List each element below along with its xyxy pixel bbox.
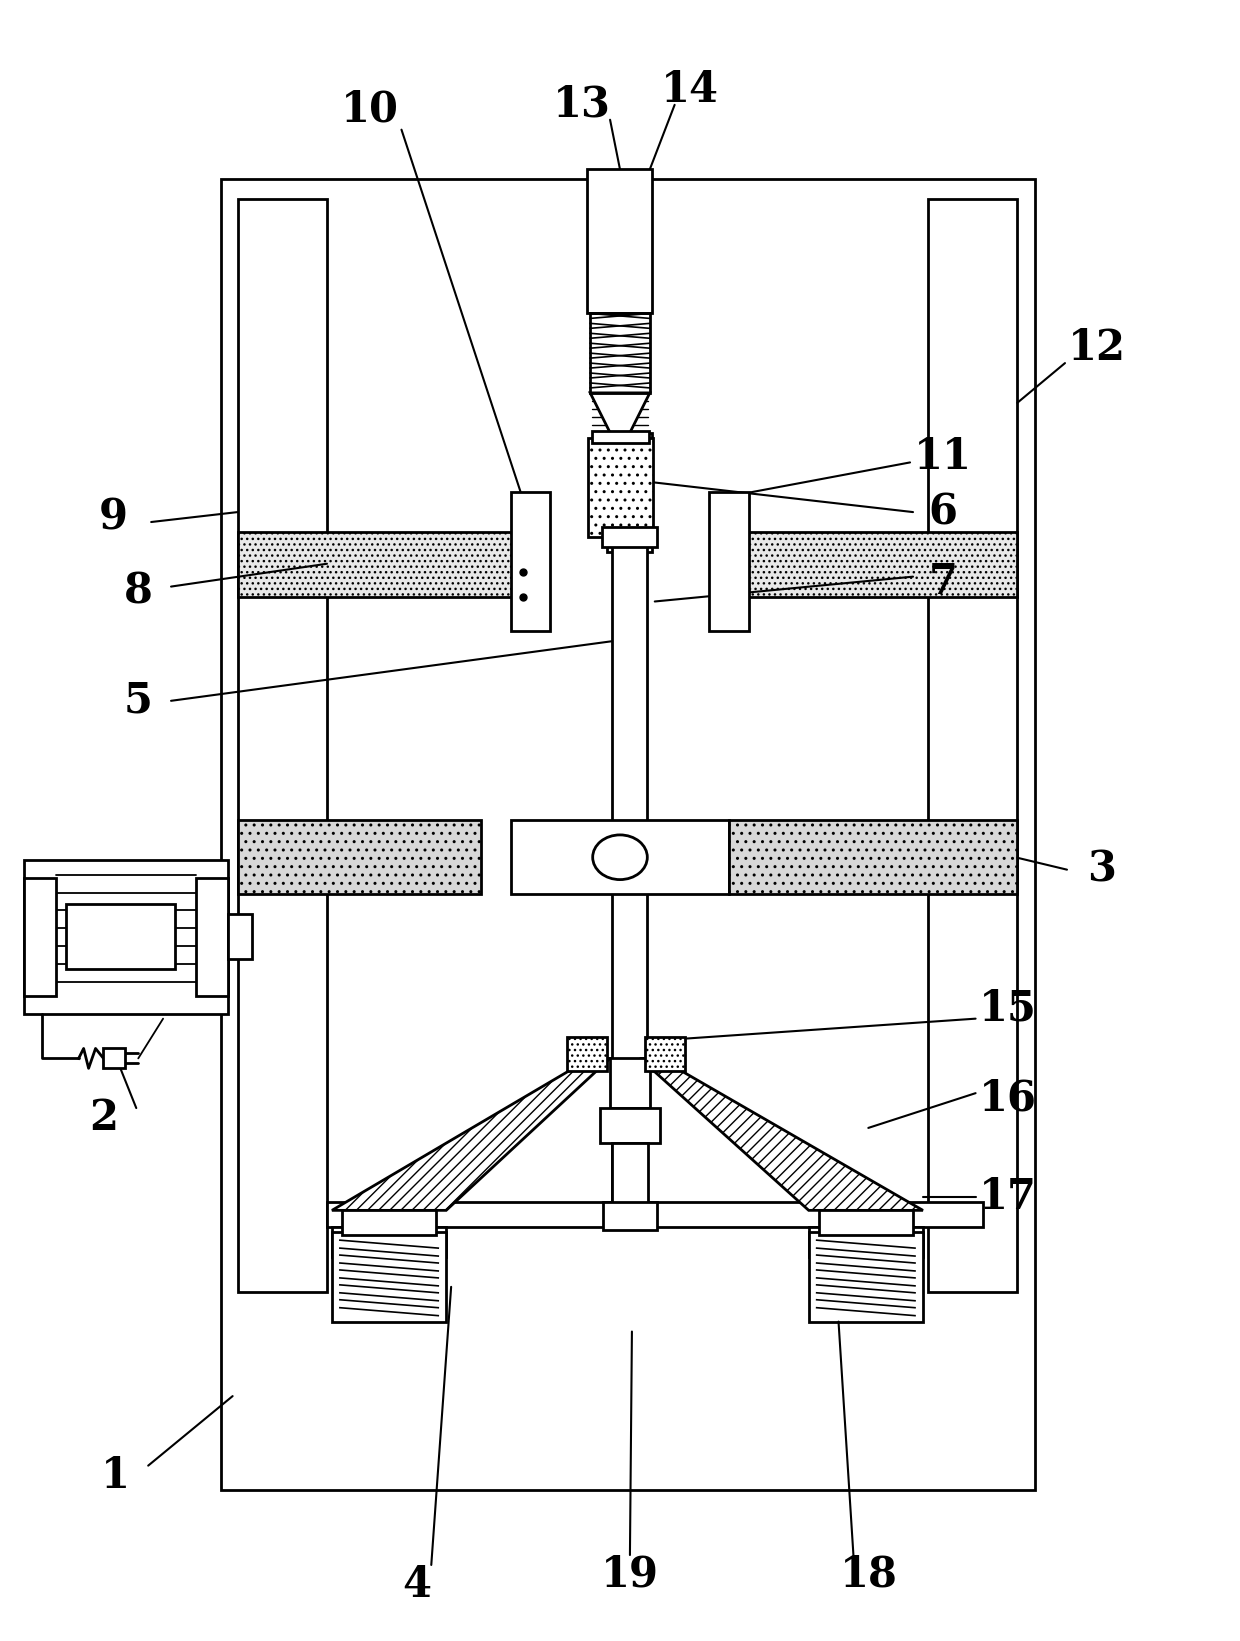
Text: 10: 10	[341, 89, 399, 131]
Text: 17: 17	[978, 1177, 1037, 1219]
Bar	[739, 532, 1017, 597]
Bar	[24, 878, 56, 996]
Bar	[511, 492, 551, 632]
Polygon shape	[332, 1058, 610, 1211]
Bar	[66, 904, 175, 968]
Text: 14: 14	[661, 69, 718, 112]
Bar	[603, 527, 657, 546]
Bar	[600, 1108, 660, 1142]
Ellipse shape	[593, 835, 647, 880]
Bar	[590, 313, 650, 392]
Bar	[808, 1227, 923, 1257]
Bar	[332, 1227, 446, 1257]
Bar	[568, 1037, 608, 1072]
Text: 16: 16	[978, 1076, 1037, 1119]
Bar	[103, 1049, 125, 1068]
Bar	[645, 1037, 684, 1072]
Bar	[332, 1232, 446, 1321]
Bar	[808, 1232, 923, 1321]
Text: 3: 3	[1087, 848, 1116, 891]
Bar	[608, 433, 652, 551]
Bar	[613, 537, 647, 1213]
Text: 2: 2	[89, 1096, 118, 1139]
Bar	[613, 1142, 647, 1208]
Text: 15: 15	[978, 988, 1037, 1029]
Text: 4: 4	[402, 1564, 430, 1607]
Bar	[603, 1203, 657, 1231]
Bar	[729, 820, 1017, 894]
Polygon shape	[640, 1058, 923, 1211]
Text: 8: 8	[124, 571, 153, 612]
Bar	[818, 1211, 913, 1236]
Text: 12: 12	[1068, 327, 1126, 369]
Bar	[511, 820, 729, 894]
Bar	[24, 860, 228, 1014]
Bar	[238, 820, 481, 894]
Bar	[238, 532, 526, 597]
Text: 19: 19	[601, 1554, 658, 1597]
Bar	[588, 438, 652, 537]
Text: 1: 1	[100, 1454, 130, 1497]
Bar	[238, 199, 327, 1291]
Text: 7: 7	[929, 561, 957, 602]
Bar	[709, 492, 749, 632]
Text: 9: 9	[99, 496, 128, 538]
Bar	[342, 1211, 436, 1236]
Bar	[928, 199, 1017, 1291]
Bar	[228, 914, 253, 958]
Bar	[593, 430, 649, 443]
Text: 5: 5	[124, 679, 153, 722]
Text: 11: 11	[914, 437, 972, 479]
Text: 13: 13	[553, 84, 611, 126]
Text: 6: 6	[929, 491, 957, 533]
Bar	[610, 1058, 650, 1108]
Polygon shape	[590, 392, 650, 433]
Bar	[221, 179, 1035, 1490]
Bar	[196, 878, 228, 996]
Bar	[588, 169, 652, 313]
Text: 18: 18	[839, 1554, 898, 1597]
Bar	[327, 1203, 982, 1227]
